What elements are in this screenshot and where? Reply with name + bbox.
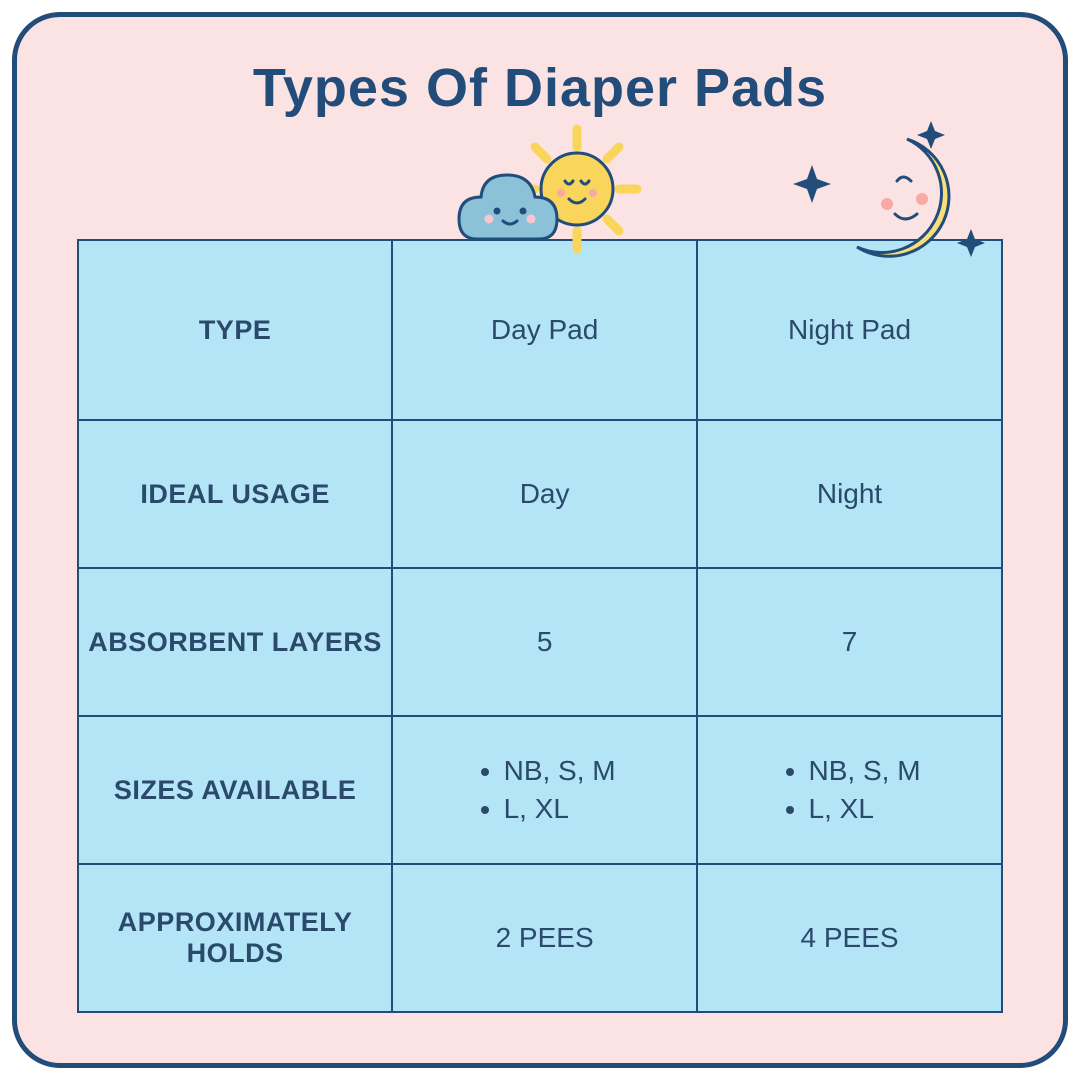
list-item: NB, S, M — [504, 755, 616, 787]
cell-holds-day: 2 PEES — [392, 864, 697, 1012]
cell-layers-day: 5 — [392, 568, 697, 716]
comparison-table: TYPE Day Pad Night Pad IDEAL USAGE Day N… — [77, 239, 1003, 1013]
cell-type-night: Night Pad — [697, 240, 1002, 420]
list-item: L, XL — [504, 793, 616, 825]
page-title: Types Of Diaper Pads — [77, 57, 1003, 119]
row-label-layers: ABSORBENT LAYERS — [78, 568, 392, 716]
sizes-list-night: NB, S, M L, XL — [779, 749, 921, 831]
cell-usage-night: Night — [697, 420, 1002, 568]
infographic-card: Types Of Diaper Pads — [12, 12, 1068, 1068]
row-label-usage: IDEAL USAGE — [78, 420, 392, 568]
cell-holds-night: 4 PEES — [697, 864, 1002, 1012]
cell-sizes-night: NB, S, M L, XL — [697, 716, 1002, 864]
cell-usage-day: Day — [392, 420, 697, 568]
list-item: L, XL — [809, 793, 921, 825]
cell-layers-night: 7 — [697, 568, 1002, 716]
table-wrap: TYPE Day Pad Night Pad IDEAL USAGE Day N… — [77, 239, 1003, 1013]
cell-sizes-day: NB, S, M L, XL — [392, 716, 697, 864]
sizes-list-day: NB, S, M L, XL — [474, 749, 616, 831]
row-label-holds: APPROXIMATELY HOLDS — [78, 864, 392, 1012]
list-item: NB, S, M — [809, 755, 921, 787]
row-label-type: TYPE — [78, 240, 392, 420]
row-label-sizes: SIZES AVAILABLE — [78, 716, 392, 864]
cell-type-day: Day Pad — [392, 240, 697, 420]
